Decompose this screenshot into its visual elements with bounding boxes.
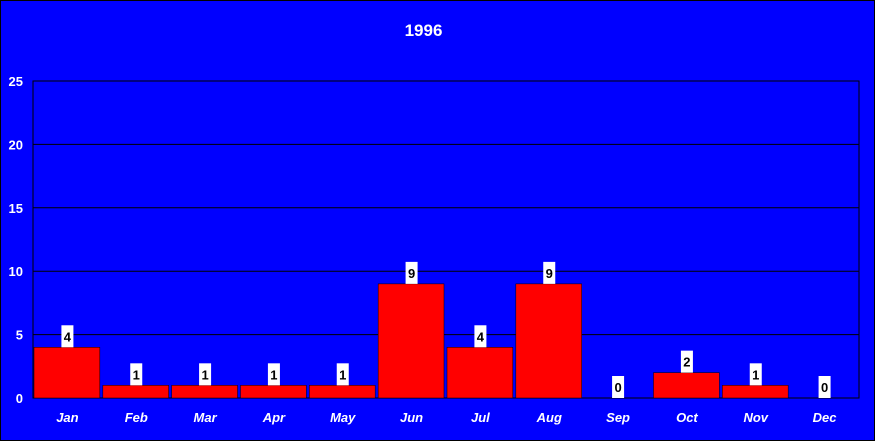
x-tick-label: Oct [676, 410, 698, 425]
bar [240, 385, 307, 399]
data-label: 4 [64, 329, 72, 344]
bar [102, 385, 169, 399]
data-label-box [267, 363, 280, 386]
bar [446, 347, 514, 399]
plot-area-border [32, 80, 860, 399]
x-tick-label: Feb [125, 410, 148, 425]
data-label: 0 [614, 380, 621, 395]
data-label-box [818, 376, 831, 398]
data-label: 1 [752, 367, 759, 382]
data-label-box [474, 325, 487, 348]
data-label-box [680, 350, 693, 373]
data-label: 1 [270, 367, 277, 382]
data-label: 0 [821, 380, 828, 395]
data-label: 1 [201, 367, 208, 382]
y-tick-label: 5 [16, 328, 23, 343]
data-label: 1 [133, 367, 140, 382]
x-tick-label: Jul [471, 410, 490, 425]
x-tick-label: Aug [536, 410, 562, 425]
data-label-box [336, 363, 349, 386]
bar [309, 385, 376, 399]
data-label-box [61, 325, 74, 348]
data-label-box [612, 376, 625, 398]
chart-title: 1996 [404, 21, 443, 40]
x-tick-label: May [330, 410, 356, 425]
bar [171, 385, 238, 399]
bar [653, 372, 720, 399]
data-label: 1 [339, 367, 346, 382]
bar [377, 283, 445, 399]
x-tick-label: Mar [194, 410, 218, 425]
x-tick-label: Dec [813, 410, 838, 425]
x-tick-label: Nov [743, 410, 768, 425]
data-label-box [130, 363, 143, 386]
y-tick-label: 20 [9, 137, 23, 152]
data-label: 4 [477, 329, 485, 344]
data-label-box [405, 261, 418, 284]
x-tick-label: Jan [56, 410, 78, 425]
data-label-box [749, 363, 762, 386]
y-tick-label: 0 [16, 391, 23, 406]
x-tick-label: Jun [400, 410, 423, 425]
y-tick-label: 25 [9, 74, 23, 89]
data-label: 2 [683, 355, 690, 370]
bar [33, 347, 101, 399]
x-tick-label: Apr [262, 410, 286, 425]
data-label: 9 [408, 266, 415, 281]
data-label-box [543, 261, 556, 284]
bar [515, 283, 582, 399]
y-tick-label: 15 [9, 201, 23, 216]
data-label: 9 [546, 266, 553, 281]
data-label-box [199, 363, 212, 386]
y-tick-label: 10 [9, 264, 23, 279]
bar [722, 385, 789, 399]
x-tick-label: Sep [606, 410, 630, 425]
